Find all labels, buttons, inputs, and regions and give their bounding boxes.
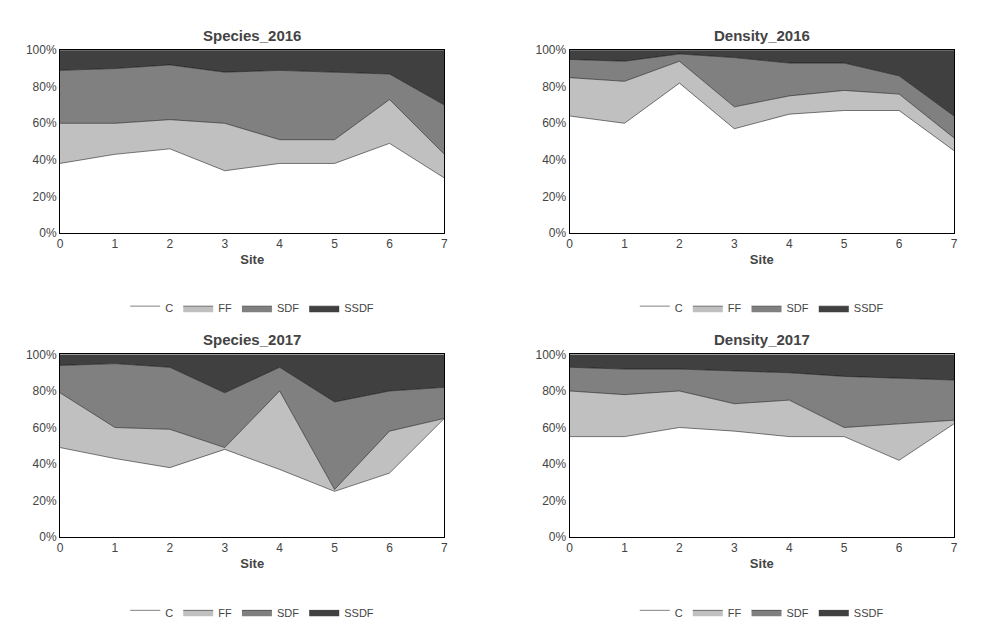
svg-text:1: 1	[112, 541, 119, 555]
svg-text:20%: 20%	[542, 190, 566, 204]
svg-text:7: 7	[951, 541, 958, 555]
svg-text:40%: 40%	[542, 457, 566, 471]
svg-text:7: 7	[441, 237, 448, 251]
svg-text:3: 3	[731, 541, 738, 555]
svg-text:40%: 40%	[33, 153, 57, 167]
svg-text:5: 5	[841, 237, 848, 251]
svg-text:2: 2	[166, 541, 173, 555]
svg-text:80%: 80%	[542, 384, 566, 398]
svg-text:6: 6	[896, 541, 903, 555]
svg-text:2: 2	[166, 237, 173, 251]
svg-text:7: 7	[441, 541, 448, 555]
svg-text:SSDF: SSDF	[344, 607, 374, 619]
svg-text:SSDF: SSDF	[344, 302, 374, 314]
svg-text:C: C	[165, 302, 173, 314]
svg-text:Species_2017: Species_2017	[203, 331, 301, 348]
svg-text:4: 4	[276, 541, 283, 555]
svg-text:40%: 40%	[542, 153, 566, 167]
svg-text:80%: 80%	[542, 80, 566, 94]
svg-text:0%: 0%	[549, 226, 567, 240]
svg-text:SDF: SDF	[787, 607, 809, 619]
svg-text:80%: 80%	[33, 384, 57, 398]
svg-text:100%: 100%	[535, 348, 566, 362]
svg-text:1: 1	[621, 541, 628, 555]
svg-text:5: 5	[331, 541, 338, 555]
svg-text:C: C	[675, 302, 683, 314]
svg-text:1: 1	[112, 237, 119, 251]
svg-text:SDF: SDF	[277, 302, 299, 314]
svg-text:100%: 100%	[535, 43, 566, 57]
svg-text:FF: FF	[218, 607, 232, 619]
svg-text:100%: 100%	[26, 43, 57, 57]
svg-text:100%: 100%	[26, 348, 57, 362]
svg-text:60%: 60%	[33, 421, 57, 435]
svg-text:0: 0	[57, 237, 64, 251]
svg-text:SSDF: SSDF	[854, 302, 884, 314]
svg-text:Density_2016: Density_2016	[714, 27, 810, 44]
svg-text:60%: 60%	[542, 116, 566, 130]
svg-text:Site: Site	[240, 252, 264, 267]
svg-text:0: 0	[566, 237, 573, 251]
svg-text:3: 3	[221, 237, 228, 251]
svg-text:SSDF: SSDF	[854, 607, 884, 619]
svg-text:0%: 0%	[39, 530, 57, 544]
svg-text:60%: 60%	[542, 421, 566, 435]
svg-text:20%: 20%	[542, 494, 566, 508]
svg-text:5: 5	[331, 237, 338, 251]
svg-text:Site: Site	[750, 556, 774, 571]
svg-text:0: 0	[566, 541, 573, 555]
svg-text:4: 4	[786, 237, 793, 251]
svg-text:0: 0	[57, 541, 64, 555]
svg-text:5: 5	[841, 541, 848, 555]
svg-text:3: 3	[221, 541, 228, 555]
svg-text:2: 2	[676, 541, 683, 555]
svg-text:SDF: SDF	[787, 302, 809, 314]
svg-text:3: 3	[731, 237, 738, 251]
svg-text:FF: FF	[728, 607, 742, 619]
svg-text:7: 7	[951, 237, 958, 251]
svg-text:2: 2	[676, 237, 683, 251]
svg-text:4: 4	[276, 237, 283, 251]
svg-text:Site: Site	[240, 556, 264, 571]
svg-text:6: 6	[386, 541, 393, 555]
svg-text:0%: 0%	[549, 530, 567, 544]
svg-text:60%: 60%	[33, 116, 57, 130]
svg-text:C: C	[675, 607, 683, 619]
svg-text:0%: 0%	[39, 226, 57, 240]
svg-text:20%: 20%	[33, 190, 57, 204]
svg-text:6: 6	[386, 237, 393, 251]
svg-text:C: C	[165, 607, 173, 619]
svg-text:40%: 40%	[33, 457, 57, 471]
svg-text:Site: Site	[750, 252, 774, 267]
svg-text:FF: FF	[218, 302, 232, 314]
svg-text:SDF: SDF	[277, 607, 299, 619]
svg-text:20%: 20%	[33, 494, 57, 508]
svg-text:Species_2016: Species_2016	[203, 27, 301, 44]
svg-text:80%: 80%	[33, 80, 57, 94]
svg-text:Density_2017: Density_2017	[714, 331, 810, 348]
svg-text:1: 1	[621, 237, 628, 251]
svg-text:4: 4	[786, 541, 793, 555]
svg-text:6: 6	[896, 237, 903, 251]
svg-text:FF: FF	[728, 302, 742, 314]
